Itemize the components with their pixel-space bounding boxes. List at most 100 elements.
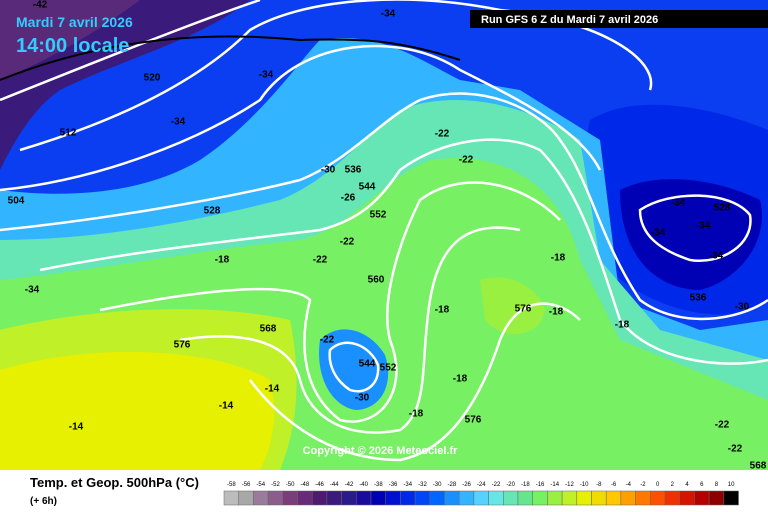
contour-label: -22 xyxy=(340,237,355,248)
legend-swatch xyxy=(356,490,372,506)
legend-label: -26 xyxy=(462,482,471,488)
legend-swatch xyxy=(620,490,636,506)
legend-swatch xyxy=(385,490,401,506)
legend-label: -40 xyxy=(359,482,368,488)
legend-label: -6 xyxy=(611,482,617,488)
contour-label: -30 xyxy=(321,165,336,176)
contour-label: -34 xyxy=(671,198,686,209)
contour-label: 544 xyxy=(359,182,376,193)
legend-swatch xyxy=(532,490,548,506)
contour-label: -30 xyxy=(355,393,370,404)
contour-label: -34 xyxy=(259,70,274,81)
contour-label: 552 xyxy=(370,210,387,221)
legend-swatch xyxy=(326,490,342,506)
legend-swatch xyxy=(517,490,533,506)
legend-label: -30 xyxy=(433,482,442,488)
legend-label: -4 xyxy=(626,482,632,488)
legend-label: 10 xyxy=(728,482,735,488)
contour-label: -42 xyxy=(33,0,48,11)
legend-label: -44 xyxy=(330,482,339,488)
contour-label: -14 xyxy=(69,422,84,433)
legend-label: -14 xyxy=(550,482,559,488)
footer-step: (+ 6h) xyxy=(30,496,57,507)
legend-swatch xyxy=(341,490,357,506)
legend-swatch xyxy=(473,490,489,506)
contour-label: 504 xyxy=(8,196,25,207)
legend-swatch xyxy=(605,490,622,506)
legend-swatch xyxy=(253,490,269,506)
contour-label: 528 xyxy=(204,206,221,217)
legend-swatch xyxy=(679,490,695,506)
legend-swatch xyxy=(311,490,328,506)
legend: -58 -56 -54 -52 -50 -48 -46 -44 -42 -40 -38 -36 -34-… xyxy=(223,482,739,506)
legend-label: 2 xyxy=(671,482,675,488)
contour-label: 536 xyxy=(345,165,362,176)
contour-label: 568 xyxy=(750,461,767,472)
contour-label: 528 xyxy=(714,203,731,214)
contour-label: -34 xyxy=(696,221,711,232)
legend-label: -56 xyxy=(242,482,251,488)
legend-swatch xyxy=(664,490,680,506)
legend-label: -16 xyxy=(536,482,545,488)
legend-label: -20 xyxy=(506,482,515,488)
contour-label: 544 xyxy=(359,359,376,370)
contour-label: -22 xyxy=(435,129,450,140)
legend-swatch xyxy=(458,490,475,506)
map-time: 14:00 locale xyxy=(16,35,129,57)
contour-label: -34 xyxy=(171,117,186,128)
footer-title: Temp. et Geop. 500hPa (°C) xyxy=(30,475,199,490)
legend-swatch xyxy=(503,490,519,506)
contour-label: -18 xyxy=(435,305,450,316)
legend-swatch xyxy=(561,490,578,506)
contour-label: -34 xyxy=(651,228,666,239)
contour-label: -34 xyxy=(25,285,40,296)
contour-label: 552 xyxy=(380,363,397,374)
legend-swatch xyxy=(282,490,298,506)
legend-swatch xyxy=(488,490,504,506)
contour-label: 576 xyxy=(515,304,532,315)
legend-swatch xyxy=(444,490,460,506)
contour-label: 560 xyxy=(368,275,385,286)
legend-label: -24 xyxy=(477,482,486,488)
legend-label: 4 xyxy=(685,482,689,488)
contour-label: 536 xyxy=(690,293,707,304)
legend-swatch xyxy=(370,490,386,506)
legend-swatch xyxy=(238,490,254,506)
contour-label: -34 xyxy=(381,9,396,20)
legend-label: -34 xyxy=(403,482,412,488)
legend-label: -12 xyxy=(565,482,574,488)
contour-label: -18 xyxy=(549,307,564,318)
contour-label: -22 xyxy=(320,335,335,346)
legend-label: -10 xyxy=(580,482,589,488)
legend-swatch xyxy=(223,490,239,506)
contour-label: -18 xyxy=(551,253,566,264)
legend-label: -8 xyxy=(596,482,602,488)
legend-label: -58 xyxy=(227,482,236,488)
contour-label: -14 xyxy=(219,401,234,412)
contour-label: 576 xyxy=(174,340,191,351)
legend-swatch xyxy=(576,490,592,506)
contour-label: -26 xyxy=(341,193,356,204)
contour-label: 512 xyxy=(60,128,77,139)
contour-label: -18 xyxy=(615,320,630,331)
legend-swatch xyxy=(650,490,666,506)
legend-label: -50 xyxy=(286,482,295,488)
legend-label: -54 xyxy=(256,482,265,488)
legend-label: -36 xyxy=(389,482,398,488)
legend-label: -48 xyxy=(301,482,310,488)
legend-swatch xyxy=(694,490,710,506)
run-info: Run GFS 6 Z du Mardi 7 avril 2026 xyxy=(481,14,658,26)
contour-label: 568 xyxy=(260,324,277,335)
contour-label: -22 xyxy=(313,255,328,266)
contour-label: -22 xyxy=(715,420,730,431)
legend-swatch xyxy=(267,490,284,506)
legend-label: -22 xyxy=(492,482,501,488)
legend-label: 0 xyxy=(656,482,660,488)
contour-label: -34 xyxy=(709,251,724,262)
contour-label: 520 xyxy=(144,73,161,84)
contour-label: -14 xyxy=(265,384,280,395)
contour-label: -22 xyxy=(459,155,474,166)
